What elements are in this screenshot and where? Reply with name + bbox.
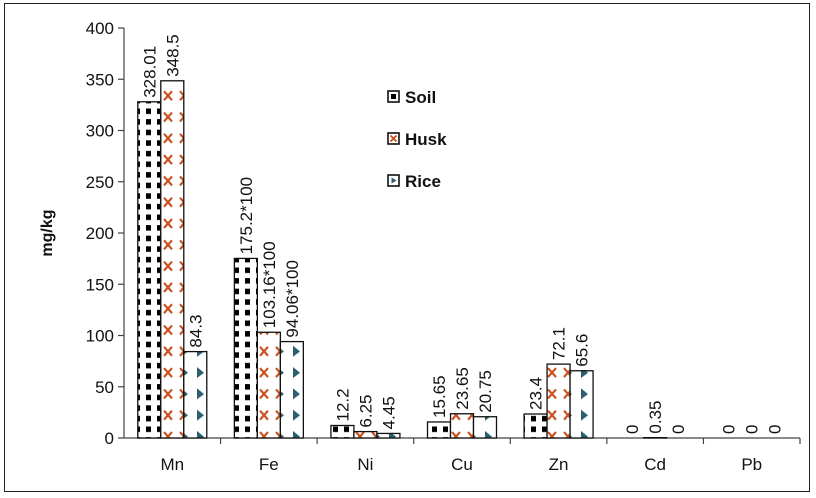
data-label: 175.2*100 [237,177,256,255]
data-label: 12.2 [333,388,352,421]
bar-husk-cu [449,413,475,439]
data-label: 0.35 [646,401,665,434]
axes: 0 50 100 150 200 250 300 350 400 mg/kg Mn Fe Ni Cu Zn C… [39,19,801,474]
x-tick-label: Cd [644,455,666,474]
x-tick-label: Cu [451,455,473,474]
data-label: 0 [720,425,739,434]
data-label: 6.25 [356,395,375,428]
bar-husk-mn [160,80,185,439]
data-label: 0 [623,425,642,434]
legend-label-husk: Husk [405,130,447,149]
data-label: 23.4 [527,377,546,410]
chart-frame [4,3,810,492]
bar-soil-mn [137,101,162,439]
bar-husk-fe [256,331,282,439]
bar-rice-ni [376,432,401,439]
data-label: 328.01 [140,46,159,98]
legend-swatch-mark [391,177,397,184]
x-tick-label: Fe [259,455,279,474]
data-label: 23.65 [453,367,472,410]
legend-swatch-mark [389,134,398,143]
y-tick-label: 100 [86,327,114,346]
x-tick-label: Pb [741,455,762,474]
bar-soil-cu [426,421,452,439]
bar-soil-zn [523,413,548,439]
data-label: 65.6 [573,334,592,367]
bar-husk-ni [353,430,378,439]
bar-rice-fe [279,340,305,439]
legend-label-rice: Rice [405,172,441,191]
data-label: 72.1 [550,327,569,360]
data-label: 94.06*100 [283,260,302,338]
bar-husk-zn [546,363,571,439]
x-tick-label: Ni [357,455,373,474]
y-tick-label: 350 [86,70,114,89]
bar-rice-cu [472,416,498,439]
data-label: 84.3 [186,314,205,347]
y-tick-label: 0 [105,429,114,448]
data-label: 4.45 [379,396,398,429]
x-tick-label: Zn [549,455,569,474]
data-label: 0 [766,425,785,434]
bar-rice-mn [183,350,208,439]
legend-swatch-mark [391,94,396,99]
legend: Soil Husk Rice [387,88,447,191]
y-tick-label: 250 [86,173,114,192]
data-label: 0 [743,425,762,434]
y-tick-label: 200 [86,224,114,243]
bar-rice-zn [569,370,594,439]
bar-soil-fe [233,257,259,439]
data-label: 103.16*100 [260,241,279,328]
data-label: 348.5 [163,34,182,77]
y-tick-label: 400 [86,19,114,38]
y-tick-label: 150 [86,275,114,294]
bar-soil-ni [330,424,355,439]
data-label: 15.65 [430,375,449,418]
data-label: 0 [669,425,688,434]
y-tick-label: 300 [86,122,114,141]
x-tick-label: Mn [160,455,184,474]
y-axis-title: mg/kg [39,209,56,256]
y-tick-label: 50 [95,378,114,397]
legend-label-soil: Soil [405,88,436,107]
data-label: 20.75 [476,370,495,413]
bars [137,80,668,439]
